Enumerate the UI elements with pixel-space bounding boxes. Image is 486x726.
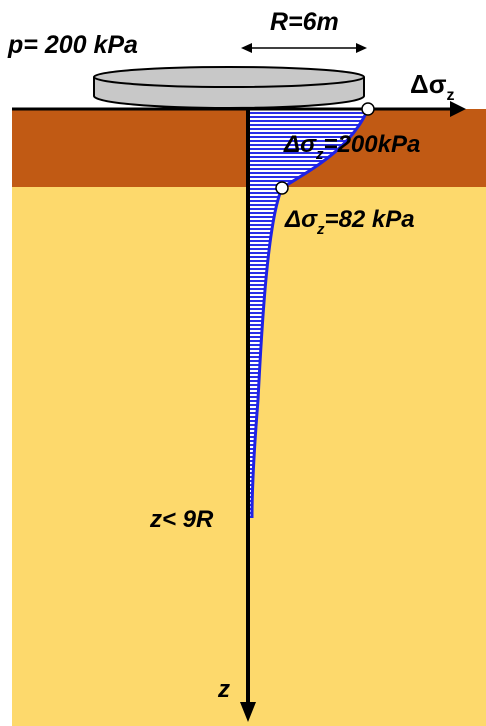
stress-axis-arrowhead xyxy=(450,101,466,117)
stress-curve xyxy=(250,108,370,519)
stress-top-label: Δσz=200kPa xyxy=(283,131,420,163)
radius-arrow-right xyxy=(356,43,367,53)
pressure-label: p= 200 kPa xyxy=(7,31,138,59)
stress-axis-label: Δσz xyxy=(410,69,454,104)
radius-label: R=6m xyxy=(270,8,339,36)
stress-mid-label: Δσz=82 kPa xyxy=(284,206,415,238)
circular-footing xyxy=(93,66,365,109)
depth-limit-label: z< 9R xyxy=(149,506,214,533)
stress-point-top xyxy=(361,102,375,116)
radius-arrow-left xyxy=(241,43,252,53)
stress-distribution-area xyxy=(248,109,368,518)
depth-axis-arrowhead xyxy=(240,702,256,722)
stress-point-mid xyxy=(275,181,289,195)
depth-axis-label: z xyxy=(217,676,230,703)
